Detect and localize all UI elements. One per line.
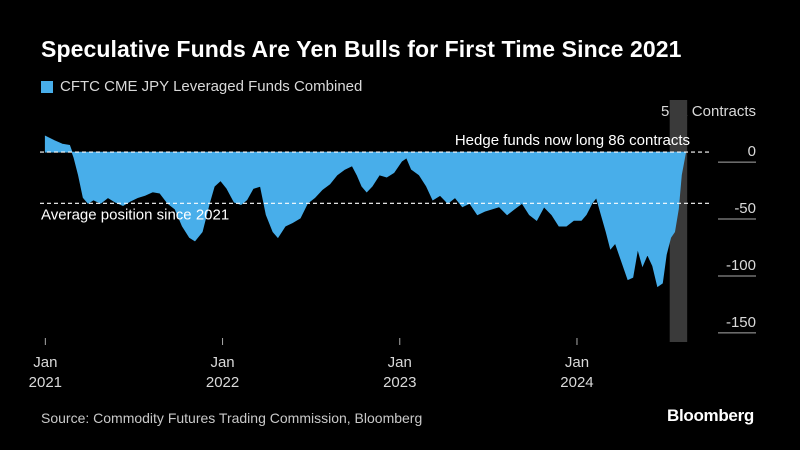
y-tick-label-3: -150 bbox=[726, 314, 756, 331]
bloomberg-logo: Bloomberg bbox=[666, 406, 754, 425]
reference-line-label-1: Average position since 2021 bbox=[41, 206, 229, 223]
y-tick-label-2: -100 bbox=[726, 257, 756, 274]
y-tick-label-1: -50 bbox=[734, 200, 756, 217]
x-tick-month-3: Jan bbox=[565, 354, 589, 371]
x-tick-month-1: Jan bbox=[210, 354, 234, 371]
x-tick-year-1: 2022 bbox=[206, 374, 239, 391]
chart-title: Speculative Funds Are Yen Bulls for Firs… bbox=[41, 36, 682, 62]
x-tick-month-2: Jan bbox=[388, 354, 412, 371]
reference-line-label-0: Hedge funds now long 86 contracts bbox=[455, 132, 690, 149]
x-tick-year-0: 2021 bbox=[29, 374, 62, 391]
legend: CFTC CME JPY Leveraged Funds Combined bbox=[41, 78, 362, 95]
x-tick-month-0: Jan bbox=[33, 354, 57, 371]
x-tick-year-3: 2024 bbox=[560, 374, 593, 391]
y-tick-label-0: 0 bbox=[748, 143, 756, 160]
legend-label: CFTC CME JPY Leveraged Funds Combined bbox=[60, 78, 363, 95]
legend-swatch bbox=[41, 80, 53, 93]
series-area-0 bbox=[44, 135, 687, 288]
source-note: Source: Commodity Futures Trading Commis… bbox=[41, 410, 423, 426]
x-tick-year-2: 2023 bbox=[383, 374, 416, 391]
